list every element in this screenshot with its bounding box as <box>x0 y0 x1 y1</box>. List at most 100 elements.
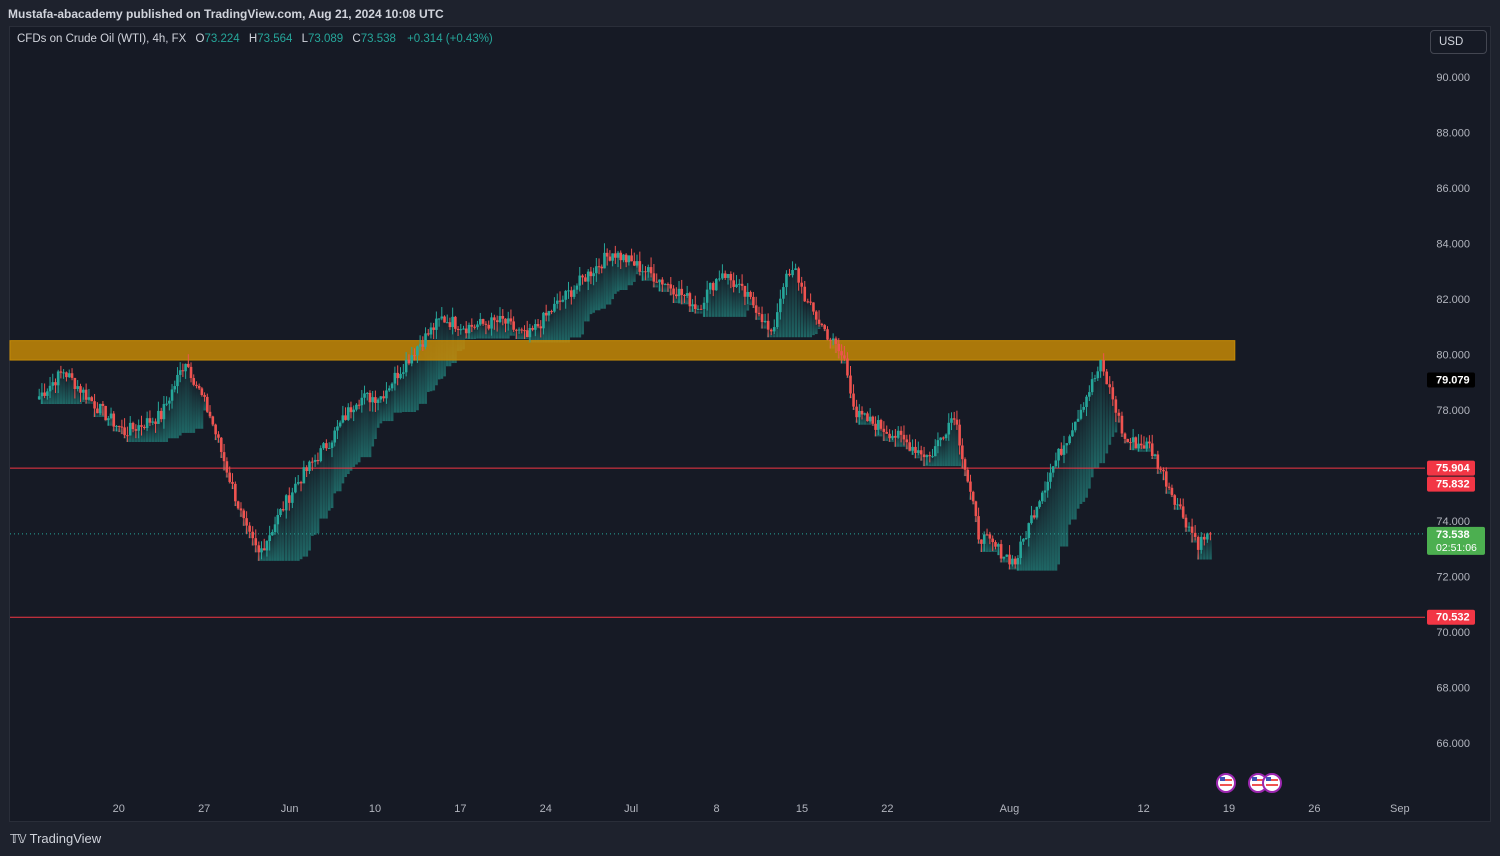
candle-body <box>268 535 271 541</box>
trailing-stop-ribbon <box>724 278 727 317</box>
candle-body <box>1185 518 1188 528</box>
candle-body <box>567 290 570 291</box>
candle-body <box>1179 504 1182 506</box>
trailing-stop-ribbon <box>718 278 721 316</box>
trailing-stop-ribbon <box>1088 392 1091 488</box>
candle-body <box>1157 454 1160 468</box>
candle-body <box>903 435 906 440</box>
candle-body <box>914 447 917 453</box>
candle-body <box>149 418 152 423</box>
candle-body <box>980 539 983 543</box>
tradingview-brand[interactable]: 𝕋𝕍 TradingView <box>10 831 101 846</box>
candle-body <box>923 454 926 457</box>
candle-body <box>520 329 523 330</box>
candle-body <box>939 438 942 441</box>
x-axis-tick-label: 20 <box>113 803 125 815</box>
candle-body <box>655 282 658 283</box>
candle-body <box>1168 487 1171 488</box>
candle-body <box>1066 443 1069 445</box>
candle-body <box>377 399 380 402</box>
candle-body <box>297 482 300 484</box>
candle-body <box>300 482 303 483</box>
candle-body <box>132 423 135 429</box>
trailing-stop-ribbon <box>399 374 402 413</box>
candle-body <box>294 484 297 493</box>
candle-body <box>432 327 435 329</box>
candle-body <box>422 344 425 347</box>
y-axis-tick-label: 84.000 <box>1436 239 1470 251</box>
candle-body <box>288 495 291 503</box>
candle-body <box>975 501 978 516</box>
candle-body <box>1096 371 1099 378</box>
candle-body <box>79 386 82 393</box>
trailing-stop-ribbon <box>294 484 297 561</box>
y-axis-tick-label: 88.000 <box>1436 128 1470 140</box>
candle-body <box>625 255 628 263</box>
candle-body <box>192 378 195 385</box>
candle-body <box>1041 493 1044 502</box>
candle-body <box>550 311 553 312</box>
candle-body <box>826 329 829 339</box>
candle-body <box>314 460 317 462</box>
candle-body <box>821 324 824 325</box>
candle-body <box>752 297 755 305</box>
candle-body <box>843 355 846 358</box>
candle-body <box>157 411 160 424</box>
candle-body <box>226 461 229 472</box>
trailing-stop-ribbon <box>187 367 190 433</box>
candle-body <box>800 283 803 287</box>
candle-body <box>1011 559 1014 565</box>
candle-body <box>1088 392 1091 397</box>
candle-body <box>336 426 339 430</box>
trailing-stop-ribbon <box>322 443 325 518</box>
candle-body <box>1025 538 1028 539</box>
candle-body <box>462 329 465 330</box>
candle-body <box>85 390 88 400</box>
close-label: C <box>352 33 360 45</box>
candle-body <box>947 423 950 435</box>
trailing-stop-ribbon <box>1033 518 1036 571</box>
candle-body <box>641 271 644 272</box>
candle-body <box>823 325 826 329</box>
symbol-name[interactable]: CFDs on Crude Oil (WTI), 4h, FX <box>17 33 186 45</box>
candle-body <box>1145 442 1148 449</box>
candle-body <box>744 286 747 297</box>
candle-body <box>496 320 499 322</box>
candle-body <box>609 257 612 261</box>
candle-body <box>43 393 46 396</box>
candle-body <box>51 382 54 386</box>
candle-body <box>622 255 625 260</box>
candle-body <box>578 276 581 286</box>
candle-body <box>319 448 322 461</box>
us-flag-event-icon <box>1217 774 1235 792</box>
candle-body <box>476 324 479 327</box>
candle-body <box>559 301 562 302</box>
trailing-stop-ribbon <box>355 405 358 465</box>
candle-body <box>581 276 584 278</box>
trailing-stop-ribbon <box>300 483 303 559</box>
currency-selector[interactable]: USD <box>1430 30 1487 54</box>
candle-body <box>1108 384 1111 387</box>
candle-body <box>587 272 590 282</box>
candle-body <box>553 304 556 312</box>
trailing-stop-ribbon <box>1083 407 1086 502</box>
candle-body <box>678 289 681 296</box>
trailing-stop-ribbon <box>366 393 369 457</box>
price-axis-label-text: 70.532 <box>1436 612 1470 624</box>
candle-body <box>614 253 617 257</box>
candle-body <box>187 364 190 367</box>
candle-body <box>123 427 126 435</box>
candle-body <box>1197 537 1200 550</box>
candle-body <box>556 301 559 304</box>
candle-body <box>1137 444 1140 449</box>
candle-body <box>779 299 782 312</box>
candle-body <box>782 287 785 299</box>
trailing-stop-ribbon <box>1109 387 1112 445</box>
candle-body <box>137 425 140 431</box>
candle-body <box>240 508 243 510</box>
x-axis-tick-label: 17 <box>454 803 466 815</box>
trailing-stop-ribbon <box>382 398 385 421</box>
supply-zone <box>10 341 1235 360</box>
trailing-stop-ribbon <box>1025 538 1028 571</box>
